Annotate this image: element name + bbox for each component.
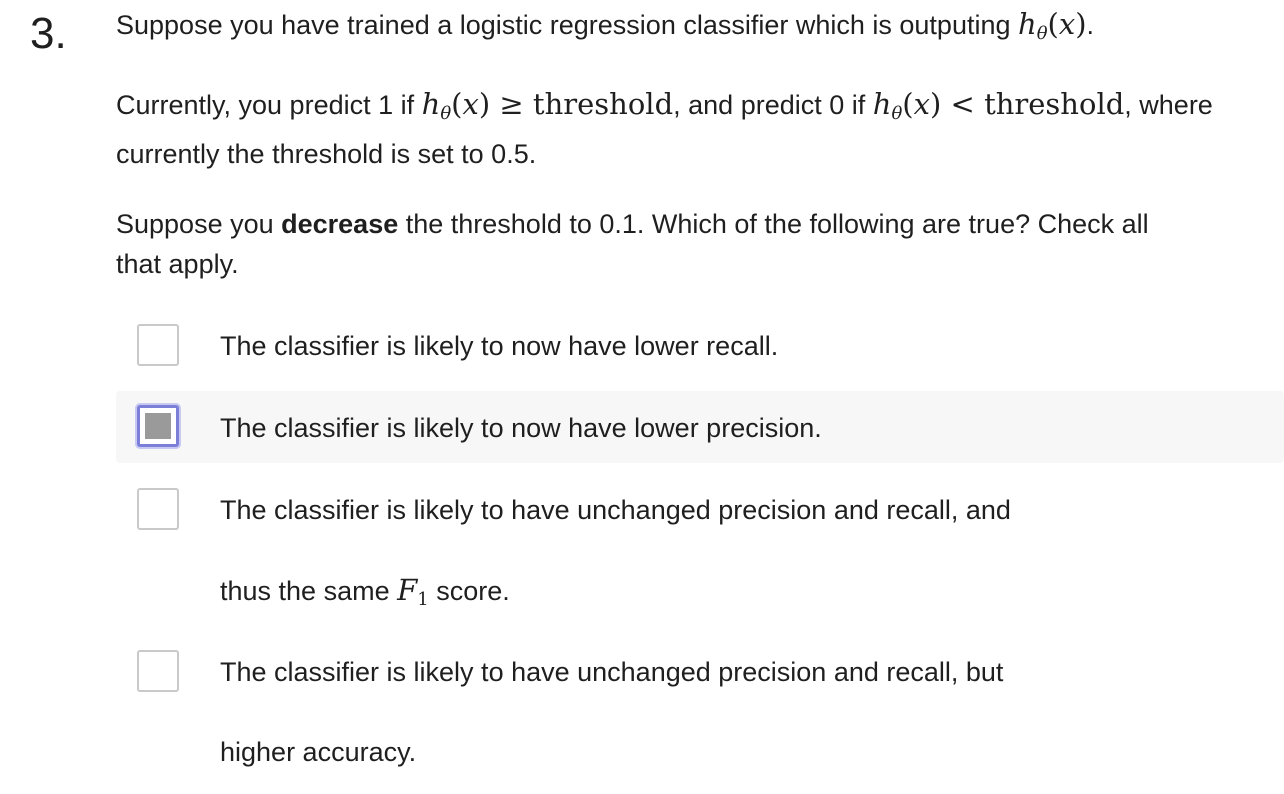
checkbox[interactable] (137, 324, 179, 366)
checkbox[interactable] (137, 650, 179, 692)
current-rule-line-1: Currently, you predict 1 if hθ(x) ≥ thre… (116, 84, 1266, 134)
option-label-text: thus the same (220, 576, 398, 606)
threshold-word: threshold (532, 87, 674, 121)
prompt-text-a: Suppose you (116, 209, 282, 239)
option-label-line-2: thus the same F1 score. (220, 570, 510, 620)
option-label-line-1: The classifier is likely to have unchang… (220, 657, 1004, 687)
answer-option-higher-accuracy[interactable]: The classifier is likely to have unchang… (116, 636, 1284, 786)
prompt-bold-decrease: decrease (281, 209, 399, 239)
answer-option-unchanged-f1[interactable]: The classifier is likely to have unchang… (116, 474, 1284, 624)
answer-option-lower-precision[interactable]: The classifier is likely to now have low… (116, 391, 1284, 463)
option-label-line-1: The classifier is likely to have unchang… (220, 495, 1011, 525)
prompt-line-1: Suppose you decrease the threshold to 0.… (116, 204, 1266, 244)
question-intro: Suppose you have trained a logistic regr… (116, 4, 1266, 54)
current-rule-text-a: Currently, you predict 1 if (116, 90, 422, 120)
prompt-paragraph: Suppose you decrease the threshold to 0.… (116, 204, 1266, 284)
h-theta-x-math: hθ(x) (1018, 7, 1087, 44)
current-rule-text-b: , and predict 0 if (673, 90, 873, 120)
prompt-line-2: that apply. (116, 249, 239, 279)
option-label-text: score. (428, 576, 510, 606)
current-rule-line-2: currently the threshold is set to 0.5. (116, 139, 537, 169)
checkbox-fill (145, 413, 171, 439)
intro-end: . (1086, 10, 1095, 40)
intro-text: Suppose you have trained a logistic regr… (116, 10, 1018, 40)
current-rule-paragraph: Currently, you predict 1 if hθ(x) ≥ thre… (116, 84, 1266, 174)
prompt-text-b: the threshold to 0.1. Which of the follo… (398, 209, 1149, 239)
option-label: The classifier is likely to now have low… (220, 331, 779, 361)
h-theta-x-math: hθ(x) ≥ threshold (421, 87, 674, 124)
current-rule-text-c: , where (1124, 90, 1213, 120)
checkbox[interactable] (137, 488, 179, 530)
question-number: 3. (30, 9, 67, 58)
geq-symbol: ≥ (499, 87, 524, 121)
h-theta-x-math: hθ(x) < threshold (872, 87, 1125, 124)
lt-symbol: < (950, 87, 975, 121)
answer-option-lower-recall[interactable]: The classifier is likely to now have low… (116, 310, 1284, 382)
checkbox-focused[interactable] (137, 405, 179, 447)
option-label-line-2: higher accuracy. (220, 737, 417, 767)
option-label: The classifier is likely to now have low… (220, 413, 822, 443)
threshold-word: threshold (984, 87, 1125, 121)
f1-math: F1 (397, 573, 429, 610)
